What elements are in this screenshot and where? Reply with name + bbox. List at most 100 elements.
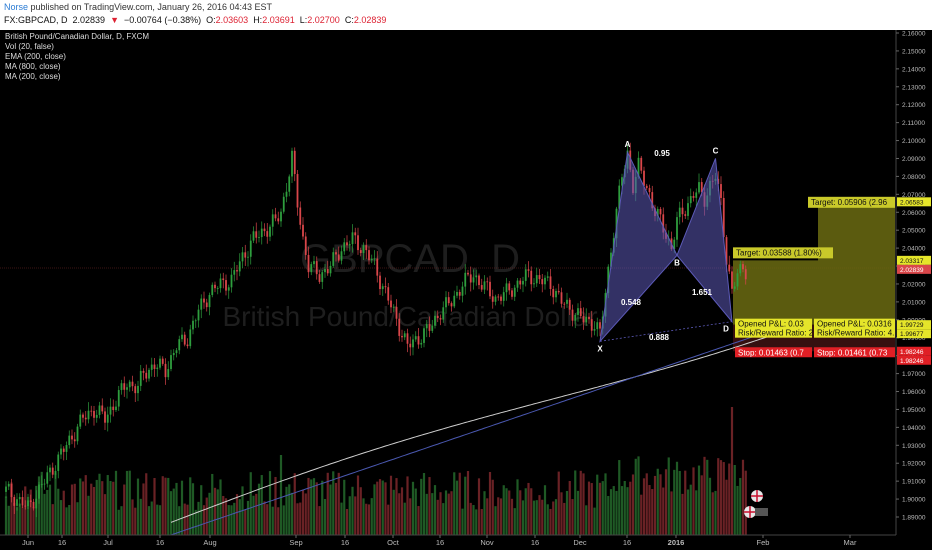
candle — [87, 402, 90, 424]
candle-body — [615, 208, 618, 239]
volume-bar — [631, 474, 635, 535]
indicator-ema[interactable]: EMA (200, close) — [5, 52, 66, 61]
candle — [326, 260, 329, 276]
candle — [139, 364, 142, 392]
volume-bar — [510, 498, 514, 535]
price-label-target2-text: 2.06583 — [900, 199, 924, 206]
target-zone-2 — [818, 201, 895, 325]
candle — [467, 269, 469, 277]
candle — [280, 208, 282, 227]
volume-bar — [488, 471, 492, 535]
author-name[interactable]: Norse — [4, 2, 29, 12]
x-tick-label: Aug — [203, 538, 216, 547]
candle-body — [637, 157, 640, 177]
volume-bar — [136, 478, 140, 535]
volume-bar — [92, 486, 96, 535]
candle-body — [412, 339, 414, 348]
volume-bar — [213, 487, 217, 535]
candle — [258, 230, 260, 243]
x-tick-label: Mar — [844, 538, 857, 547]
pattern-ratio-label: 0.888 — [649, 333, 670, 342]
flag-count-badge — [755, 508, 768, 516]
candle-body — [480, 285, 483, 290]
candle-body — [571, 309, 574, 321]
volume-bar — [18, 503, 21, 535]
x-tick-label: Nov — [480, 538, 494, 547]
candle-body — [522, 280, 524, 285]
candle-body — [739, 264, 742, 274]
price-label-stop2-text: 1.98246 — [900, 358, 924, 365]
top-bar: Norse published on TradingView.com, Janu… — [0, 0, 932, 30]
candle-body — [156, 367, 159, 369]
candle-body — [288, 176, 291, 192]
volume-bar — [728, 463, 731, 535]
candle — [351, 224, 354, 253]
candle — [142, 368, 145, 381]
candle-body — [736, 273, 739, 287]
candle — [390, 294, 392, 314]
candle-body — [651, 192, 654, 209]
candle — [659, 206, 662, 221]
y-tick-label: 1.91000 — [902, 479, 926, 486]
candle-body — [728, 264, 731, 272]
volume-bar — [620, 486, 624, 535]
candle-body — [35, 498, 38, 509]
candle — [373, 250, 376, 265]
volume-bar — [120, 506, 123, 535]
candle-body — [346, 242, 348, 246]
candle — [359, 247, 362, 257]
volume-bar — [532, 500, 536, 535]
candle-body — [656, 208, 659, 217]
pattern-ratio-label: 0.548 — [621, 298, 642, 307]
candle — [32, 498, 35, 511]
candle-body — [219, 278, 222, 289]
target-label-2: Target: 0.05906 (2.96 — [808, 196, 895, 208]
volume-bar — [395, 478, 398, 535]
price-axis[interactable]: 2.16000 2.15000 2.14000 2.13000 2.12000 2.110… — [895, 30, 926, 535]
candle-body — [678, 207, 681, 218]
candle — [731, 266, 733, 294]
candle — [205, 298, 208, 312]
candle — [395, 299, 398, 326]
candle — [131, 375, 134, 392]
candle-body — [32, 501, 35, 509]
indicator-ma800[interactable]: MA (800, close) — [5, 62, 61, 71]
candle — [497, 293, 500, 301]
volume-bar — [194, 509, 197, 535]
candle — [38, 481, 40, 504]
volume-bar — [59, 500, 63, 535]
candle-body — [293, 150, 296, 175]
candle — [590, 310, 593, 338]
candle — [409, 336, 412, 356]
symbol-name[interactable]: FX:GBPCAD, D — [4, 15, 68, 25]
candle — [739, 260, 742, 277]
volume-bar — [299, 502, 302, 535]
candle-body — [200, 298, 203, 310]
indicator-ma200[interactable]: MA (200, close) — [5, 72, 61, 81]
volume-bar — [714, 490, 717, 535]
candle-body — [406, 333, 409, 344]
close-value: 2.02839 — [353, 15, 387, 25]
volume-bar — [191, 483, 195, 535]
y-tick-label: 1.89000 — [902, 515, 926, 522]
volume-bar — [659, 474, 662, 535]
indicator-vol[interactable]: Vol (20, false) — [5, 42, 54, 51]
candle — [549, 269, 552, 296]
candle — [112, 399, 115, 417]
volume-bar — [543, 485, 547, 535]
x-tick-label: 16 — [531, 538, 539, 547]
flag-icons[interactable] — [744, 490, 768, 518]
price-label-open2: 1.99677 — [897, 329, 931, 339]
time-axis[interactable]: Jun 16 Jul 16 Aug Sep 16 Oct 16 Nov 16 Dec 16 2016 Feb… — [0, 534, 896, 547]
candle — [340, 245, 343, 265]
volume-bar — [692, 467, 695, 535]
volume-bar — [167, 477, 170, 535]
candle-body — [153, 364, 156, 369]
volume-bar — [637, 456, 640, 535]
volume-bar — [673, 469, 676, 535]
volume-bar — [461, 508, 464, 535]
chart-title[interactable]: British Pound/Canadian Dollar, D, FXCM — [5, 32, 150, 41]
volume-bar — [246, 500, 250, 535]
volume-bar — [436, 499, 439, 535]
